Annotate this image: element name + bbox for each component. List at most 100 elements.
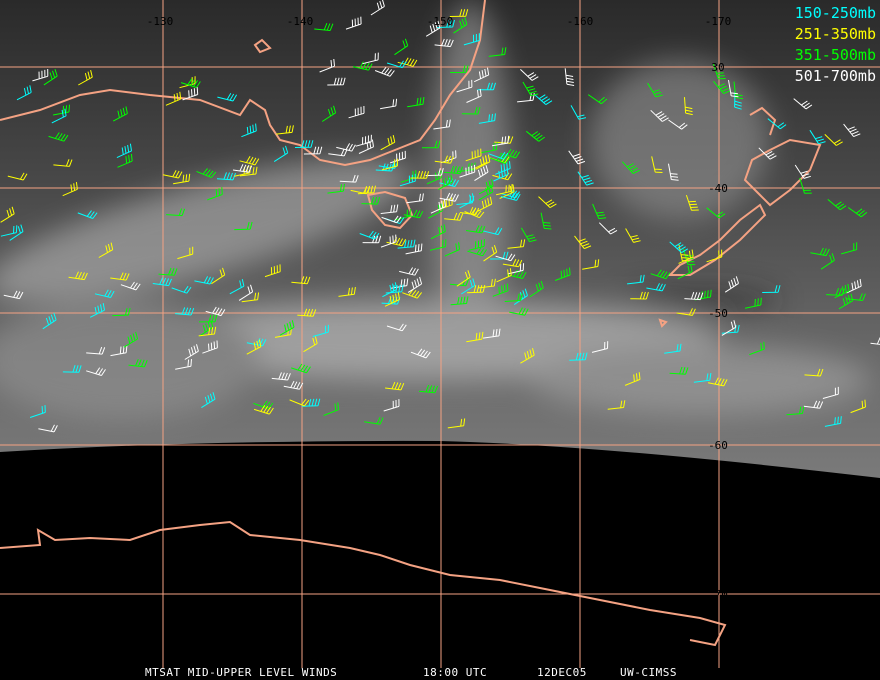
wind-barb — [383, 399, 400, 412]
wind-barb — [500, 148, 521, 159]
wind-barb — [466, 331, 484, 343]
wind-barb — [279, 320, 295, 336]
wind-barb — [399, 173, 416, 187]
wind-barb — [410, 348, 431, 359]
wind-barb — [410, 170, 430, 179]
wind-barb — [456, 195, 475, 205]
wind-barb — [303, 336, 318, 353]
wind-barb — [194, 276, 214, 285]
wind-barb — [724, 276, 739, 293]
wind-barb — [98, 242, 114, 258]
wind-barb — [803, 400, 824, 409]
wind-barb — [241, 123, 257, 138]
wind-barb — [253, 400, 274, 410]
wind-barb — [507, 239, 526, 249]
latitude-labels: 30 -40 -50 -60 -70 — [708, 61, 728, 601]
wind-barb — [217, 92, 238, 102]
wind-barb — [533, 93, 553, 106]
wind-barb — [466, 88, 482, 103]
wind-barb — [399, 267, 419, 276]
wind-barb — [520, 227, 537, 243]
wind-barb — [461, 106, 481, 115]
wind-barb — [211, 267, 226, 285]
wind-barb — [625, 228, 641, 243]
wind-barb — [177, 246, 194, 260]
wind-barb — [89, 303, 105, 318]
wind-barb — [112, 106, 128, 122]
wind-barb — [483, 245, 498, 262]
wind-barb — [53, 159, 73, 167]
date: 12DEC05 — [537, 666, 587, 679]
wind-barb — [429, 239, 447, 251]
wind-barb — [291, 276, 311, 285]
wind-barb — [693, 373, 712, 383]
wind-barb — [477, 82, 496, 91]
wind-barb — [483, 328, 501, 339]
wind-barb — [684, 97, 693, 116]
wind-barb — [450, 296, 469, 306]
wind-barb — [464, 208, 485, 219]
wind-barb — [405, 243, 423, 255]
wind-barb — [162, 170, 183, 179]
wind-barb — [422, 140, 441, 149]
wind-barb — [3, 290, 24, 300]
wind-barb — [434, 38, 454, 48]
wind-barb — [165, 91, 182, 106]
wind-barb — [758, 147, 777, 160]
wind-barb — [418, 384, 439, 394]
wind-barb — [283, 380, 304, 390]
wind-barb — [381, 215, 402, 224]
wind-barb — [32, 68, 49, 82]
wind-barb — [425, 167, 444, 177]
wind-barb — [43, 69, 58, 86]
wind-barb — [570, 105, 587, 120]
wind-barb — [728, 80, 739, 98]
wind-barb — [381, 158, 399, 171]
wind-barb — [793, 98, 813, 110]
wind-barb — [289, 398, 310, 407]
wind-barb — [827, 199, 847, 211]
wind-barb — [110, 272, 130, 281]
wind-barb — [525, 130, 545, 142]
product-name: MTSAT MID-UPPER LEVEL WINDS — [145, 666, 337, 679]
wind-barb — [48, 132, 69, 142]
wind-barb — [841, 242, 858, 255]
wind-barb — [301, 398, 321, 407]
wind-barb — [184, 344, 199, 360]
wind-barb — [678, 249, 694, 264]
wind-barb — [461, 278, 476, 295]
wind-barb — [238, 284, 254, 301]
time: 18:00 UTC — [423, 666, 487, 679]
wind-barb — [468, 239, 485, 251]
wind-barb — [804, 368, 824, 377]
wind-barb — [495, 183, 513, 196]
wind-barb — [391, 278, 409, 289]
footer: MTSAT MID-UPPER LEVEL WINDS 18:00 UTC 12… — [145, 666, 676, 679]
wind-barb — [564, 68, 575, 86]
wind-barb — [357, 185, 376, 195]
wind-barb — [447, 418, 466, 429]
wind-barb — [870, 337, 880, 345]
wind-barb — [62, 365, 82, 373]
wind-barb — [199, 314, 218, 323]
wind-barb — [591, 341, 609, 353]
wind-barb — [86, 346, 106, 355]
wind-barb — [38, 424, 58, 433]
wind-barb — [407, 276, 423, 293]
wind-barb — [352, 61, 373, 71]
longitude-label: -160 — [567, 15, 594, 28]
wind-barb — [493, 167, 509, 182]
wind-barb — [522, 81, 539, 97]
legend-entry: 251-350mb — [795, 25, 876, 43]
wind-barb — [406, 193, 424, 204]
wind-barb — [355, 134, 372, 147]
wind-barb — [799, 177, 812, 194]
wind-barb — [380, 134, 396, 151]
wind-barb — [430, 199, 446, 214]
wind-barb — [397, 57, 418, 67]
wind-barb — [246, 339, 262, 355]
wind-barb — [444, 165, 463, 174]
wind-barb — [794, 164, 811, 179]
wind-barb — [507, 263, 525, 275]
